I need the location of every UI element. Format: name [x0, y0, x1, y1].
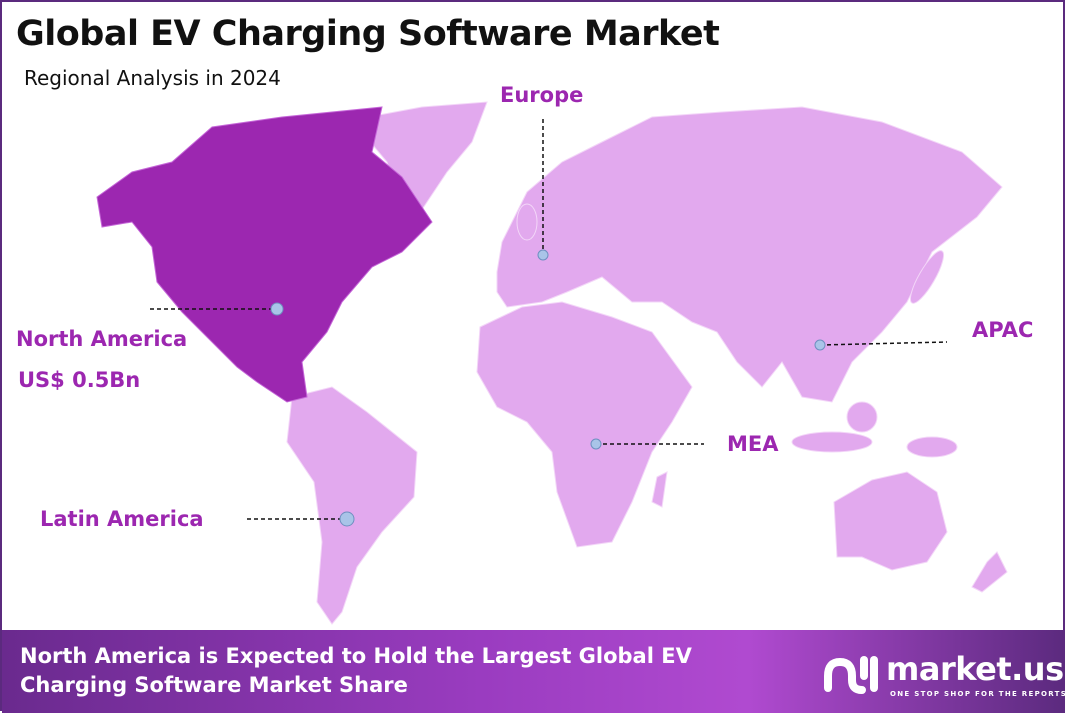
footer-banner: North America is Expected to Hold the La… [2, 630, 1065, 713]
apac-leader [819, 341, 948, 346]
apac-marker [814, 339, 826, 351]
indonesia [791, 431, 873, 453]
label-north-america: North America [16, 327, 188, 351]
mea-marker [590, 438, 602, 450]
africa [476, 301, 693, 548]
uk [516, 203, 538, 241]
europe-marker [537, 249, 549, 261]
logo-wordmark: market.us [886, 650, 1064, 688]
borneo [846, 401, 878, 433]
logo-tagline: ONE STOP SHOP FOR THE REPORTS [890, 690, 1065, 698]
south-america [286, 386, 418, 625]
label-mea: MEA [727, 432, 779, 456]
new-guinea [906, 436, 958, 458]
north-america [96, 106, 433, 403]
japan [909, 250, 945, 304]
new-zealand [971, 551, 1008, 593]
label-latin-america: Latin America [40, 507, 204, 531]
eurasia [496, 106, 1003, 403]
market-us-logo: market.us ONE STOP SHOP FOR THE REPORTS [820, 650, 1065, 699]
australia [833, 471, 948, 571]
north-america-marker [270, 302, 284, 316]
page-title: Global EV Charging Software Market [16, 14, 720, 54]
page-subtitle: Regional Analysis in 2024 [24, 66, 281, 90]
logo-icon [824, 656, 878, 694]
latin-america-marker [339, 511, 355, 527]
label-apac: APAC [972, 318, 1034, 342]
label-europe: Europe [500, 83, 584, 107]
north-america-value: US$ 0.5Bn [18, 368, 141, 392]
footer-text: North America is Expected to Hold the La… [20, 644, 692, 697]
madagascar [651, 471, 668, 508]
